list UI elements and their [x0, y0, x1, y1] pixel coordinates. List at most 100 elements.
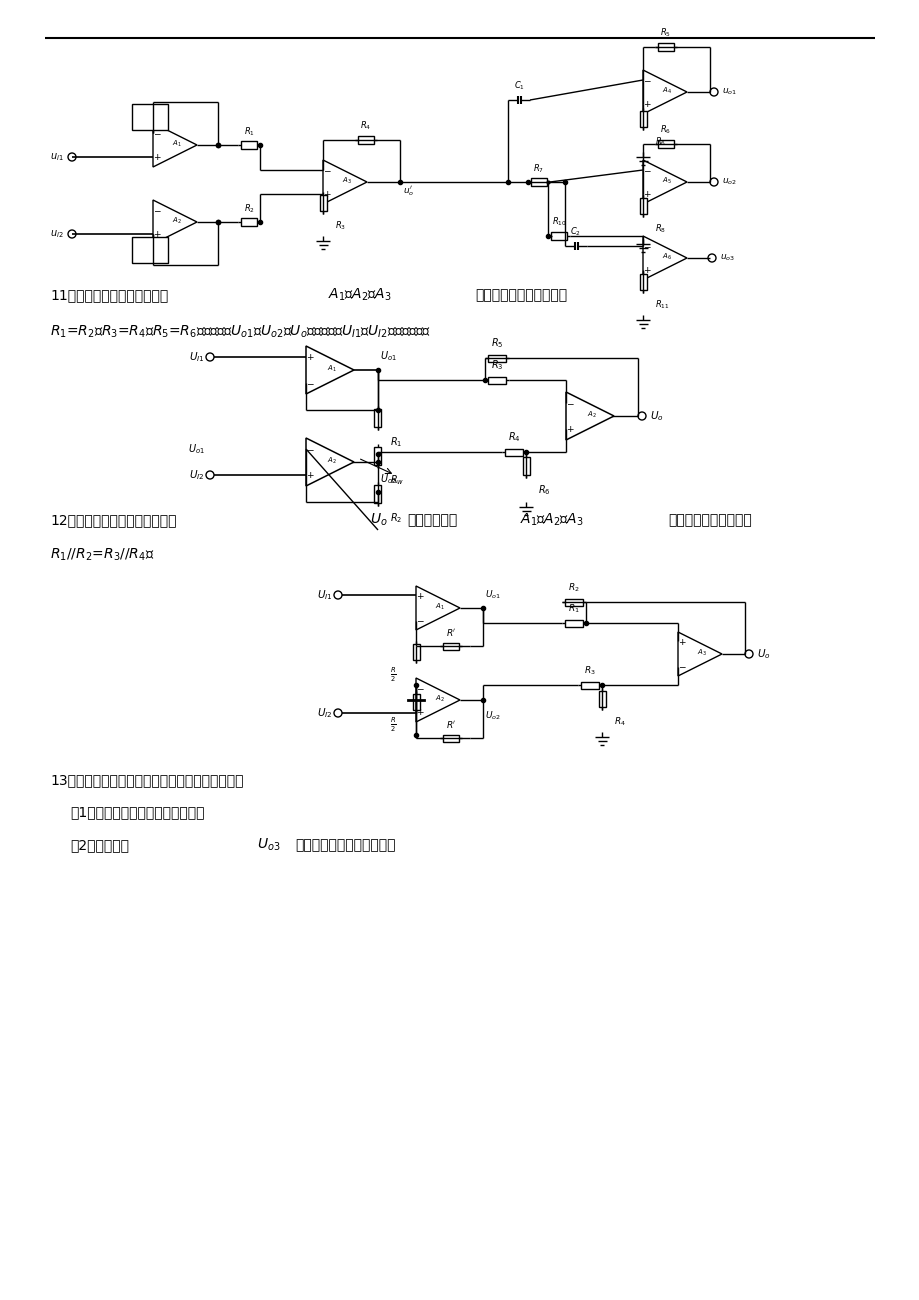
Text: $R_1$: $R_1$ [244, 126, 255, 138]
Bar [241, 218, 256, 225]
Text: $R_5$: $R_5$ [490, 337, 503, 350]
Text: $u_{o2}$: $u_{o2}$ [721, 177, 736, 187]
Text: $R_6$: $R_6$ [660, 124, 671, 136]
Text: 12．试写出图中电路的输出电压: 12．试写出图中电路的输出电压 [50, 514, 176, 526]
Bar [443, 734, 459, 741]
Text: 与各输入电压是什么关系？: 与各输入电压是什么关系？ [295, 838, 395, 852]
Text: $R_5$: $R_5$ [660, 26, 671, 39]
Text: $U_{o1}$: $U_{o1}$ [484, 589, 501, 601]
Text: $u_o'$: $u_o'$ [403, 185, 414, 198]
Text: $R'$: $R'$ [445, 719, 456, 731]
Bar [564, 598, 583, 606]
Bar [530, 178, 547, 186]
Text: $R_{10}$: $R_{10}$ [551, 216, 566, 228]
Text: $A_1$: $A_1$ [172, 139, 182, 150]
Text: $u_{o3}$: $u_{o3}$ [720, 252, 734, 263]
Text: $R_2$: $R_2$ [390, 511, 402, 525]
Text: $A_5$: $A_5$ [662, 176, 671, 186]
Text: $U_{I1}$: $U_{I1}$ [317, 588, 333, 602]
Text: $A_4$: $A_4$ [662, 86, 671, 96]
Text: 11．测量放大电路如图所示，: 11．测量放大电路如图所示， [50, 289, 168, 302]
Text: $+$: $+$ [642, 99, 651, 109]
Text: $U_{o3}$: $U_{o3}$ [256, 837, 280, 853]
Text: $u_{o1}$: $u_{o1}$ [721, 87, 736, 98]
Text: $U_o$: $U_o$ [369, 512, 387, 528]
Bar [505, 448, 522, 455]
Text: $U_o$: $U_o$ [650, 410, 663, 422]
Text: $-$: $-$ [565, 398, 573, 407]
Text: $R_3$: $R_3$ [584, 664, 596, 677]
Text: $R_1$//$R_2$=$R_3$//$R_4$。: $R_1$//$R_2$=$R_3$//$R_4$。 [50, 547, 154, 563]
Text: $+$: $+$ [642, 265, 651, 276]
Bar [487, 355, 505, 361]
Text: $R'$: $R'$ [445, 627, 456, 638]
Text: $R_6$: $R_6$ [538, 484, 550, 497]
Bar [550, 233, 566, 239]
Text: $u_{i1}$: $u_{i1}$ [51, 151, 64, 162]
Text: 13．设图中各运算放大器均具有理想的特性，问：: 13．设图中各运算放大器均具有理想的特性，问： [50, 774, 244, 786]
Text: $R_6$: $R_6$ [654, 135, 665, 148]
Text: 的表达式。设: 的表达式。设 [406, 514, 457, 526]
Text: $U_{o1}$: $U_{o1}$ [380, 350, 396, 363]
Bar [581, 681, 598, 689]
Text: $-$: $-$ [305, 378, 314, 387]
Text: $-$: $-$ [323, 165, 331, 174]
Text: $+$: $+$ [642, 188, 651, 199]
Text: $-$: $-$ [677, 662, 686, 671]
Text: $U_{I2}$: $U_{I2}$ [317, 706, 333, 720]
Text: $R_7$: $R_7$ [533, 162, 544, 176]
Text: $R_3$: $R_3$ [335, 220, 346, 233]
Text: $R_1$: $R_1$ [390, 436, 402, 448]
Text: $A_2$: $A_2$ [327, 456, 336, 467]
Text: 均为理想运算放大器，: 均为理想运算放大器， [667, 514, 751, 526]
Text: $U_o$: $U_o$ [756, 647, 770, 660]
Bar [598, 692, 605, 707]
Text: $+$: $+$ [415, 707, 424, 718]
Bar [487, 377, 505, 384]
Text: $-$: $-$ [305, 445, 314, 454]
Text: $A_3$: $A_3$ [342, 176, 352, 186]
Text: $R_w$: $R_w$ [390, 473, 403, 488]
Text: $R_1$: $R_1$ [568, 602, 579, 615]
Text: $+$: $+$ [153, 152, 161, 162]
Bar [639, 198, 646, 214]
Text: $A_1$: $A_1$ [435, 602, 445, 612]
Text: $A_2$: $A_2$ [172, 216, 182, 226]
Text: $-$: $-$ [153, 129, 161, 138]
Text: $+$: $+$ [677, 637, 686, 647]
Text: $A_2$: $A_2$ [586, 410, 596, 420]
Text: $-$: $-$ [153, 205, 161, 214]
Text: $u_{i2}$: $u_{i2}$ [51, 227, 64, 240]
Text: $R_8$: $R_8$ [654, 222, 665, 235]
Bar [131, 104, 168, 130]
Text: $U_{I2}$: $U_{I2}$ [189, 468, 205, 482]
Bar [241, 142, 256, 148]
Bar [374, 410, 381, 426]
Text: $+$: $+$ [323, 188, 331, 199]
Bar [357, 136, 374, 143]
Text: $R_2$: $R_2$ [244, 203, 255, 215]
Text: $R_1$=$R_2$，$R_3$=$R_4$，$R_5$=$R_6$，试分别求$U_{o1}$、$U_{o2}$、$U_o$对输入信号$U_{I1}$、$U_: $R_1$=$R_2$，$R_3$=$R_4$，$R_5$=$R_6$，试分别求… [50, 324, 431, 341]
Bar [639, 111, 646, 127]
Bar [412, 694, 419, 710]
Bar [564, 620, 583, 627]
Text: $-$: $-$ [415, 616, 424, 624]
Text: $U_{o2}$: $U_{o2}$ [380, 472, 396, 486]
Text: 均为理想运算放大器。若: 均为理想运算放大器。若 [474, 289, 566, 302]
Text: $A_1$、$A_2$、$A_3$: $A_1$、$A_2$、$A_3$ [519, 512, 583, 528]
Text: $-$: $-$ [642, 75, 651, 84]
Text: $R_4$: $R_4$ [507, 430, 520, 445]
Text: $R_{11}$: $R_{11}$ [654, 299, 669, 311]
Text: $A_1$: $A_1$ [327, 364, 336, 374]
Bar [443, 642, 459, 650]
Bar [374, 447, 381, 465]
Text: $A_6$: $A_6$ [662, 252, 671, 263]
Text: $+$: $+$ [305, 352, 314, 361]
Text: $+$: $+$ [305, 471, 314, 480]
Text: $U_{o1}$: $U_{o1}$ [187, 442, 205, 456]
Text: $+$: $+$ [565, 424, 573, 434]
Text: $+$: $+$ [153, 229, 161, 239]
Text: $\frac{R}{2}$: $\frac{R}{2}$ [390, 666, 396, 684]
Text: $C_2$: $C_2$ [570, 225, 581, 238]
Text: $A_3$: $A_3$ [697, 647, 706, 658]
